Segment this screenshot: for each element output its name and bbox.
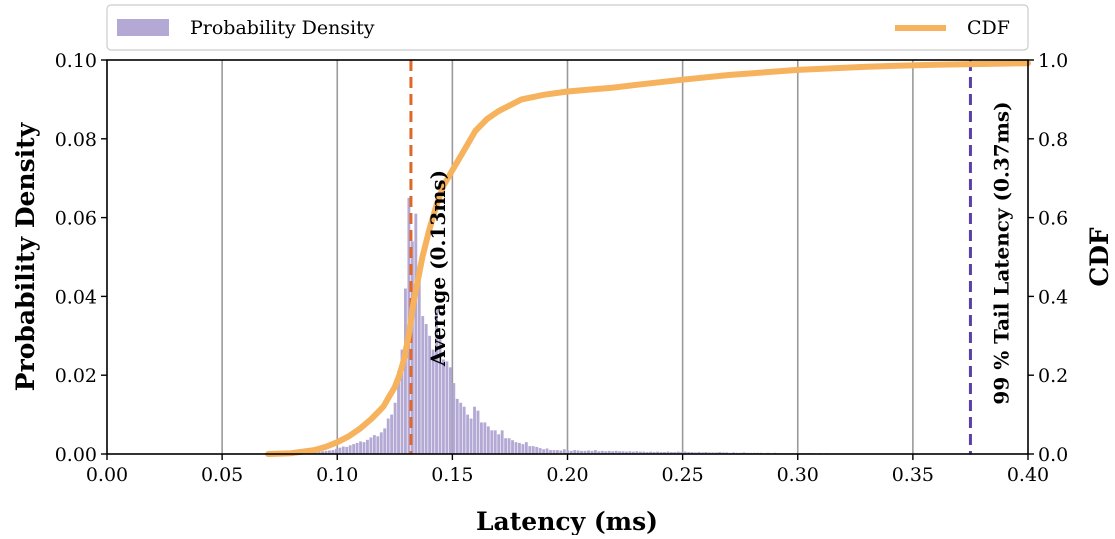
histogram-bar [532, 446, 535, 454]
histogram-bar [490, 430, 493, 454]
histogram-bar [338, 448, 341, 454]
y-axis-title: Probability Density [11, 121, 40, 391]
histogram-bar [390, 415, 393, 454]
x-tick-label: 0.15 [431, 464, 473, 486]
average-annotation: Average (0.13ms) [426, 170, 450, 367]
histogram-bar [521, 444, 524, 454]
x-tick-label: 0.05 [201, 464, 243, 486]
histogram-bar [373, 435, 376, 454]
histogram-bar [470, 419, 473, 454]
p99-annotation: 99 % Tail Latency (0.37ms) [989, 101, 1013, 404]
histogram-bar [497, 434, 500, 454]
x-tick-label: 0.30 [777, 464, 819, 486]
y-tick-label: 0.10 [55, 50, 97, 72]
histogram-bar [449, 367, 452, 454]
histogram-bar [363, 442, 366, 454]
histogram-bar [404, 289, 407, 454]
histogram-bar [483, 422, 486, 454]
y2-tick-label: 0.6 [1038, 208, 1068, 230]
histogram-bar [546, 448, 549, 454]
histogram-bar [414, 214, 417, 454]
histogram-bar [477, 411, 480, 454]
legend-density-label: Probability Density [190, 17, 375, 39]
y2-tick-label: 0.4 [1038, 286, 1068, 308]
histogram-bar [376, 436, 379, 454]
y-tick-label: 0.04 [55, 286, 97, 308]
x-axis-title: Latency (ms) [476, 507, 658, 535]
histogram-bar [463, 407, 466, 454]
histogram-bar [452, 383, 455, 454]
histogram-bar [383, 428, 386, 454]
y2-tick-label: 1.0 [1038, 50, 1068, 72]
grid-layer [222, 60, 913, 454]
histogram-bar [501, 430, 504, 454]
cdf-line [268, 63, 1028, 454]
histogram-bar [445, 361, 448, 454]
y-tick-label: 0.08 [55, 129, 97, 151]
histogram-bar [515, 442, 518, 454]
annotations-layer: Average (0.13ms) 99 % Tail Latency (0.37m… [426, 101, 1014, 404]
histogram-bar [342, 447, 345, 454]
x-tick-label: 0.25 [661, 464, 703, 486]
cdf-layer [268, 63, 1028, 454]
histogram-bar [387, 419, 390, 454]
legend: Probability Density CDF [107, 5, 1028, 50]
histogram-bar [504, 438, 507, 454]
x-tick-label: 0.40 [1007, 464, 1049, 486]
histogram-bar [394, 403, 397, 454]
histogram-bar [345, 447, 348, 454]
histogram-bar [366, 440, 369, 454]
x-tick-label: 0.10 [316, 464, 358, 486]
histogram-bar [473, 407, 476, 454]
x-tick-label: 0.20 [546, 464, 588, 486]
histogram-bar [535, 447, 538, 454]
histogram-bar [525, 442, 528, 454]
histogram-bar [418, 275, 421, 454]
y2-tick-label: 0.0 [1038, 444, 1068, 466]
histogram-bar [511, 440, 514, 454]
histogram-bar [352, 444, 355, 454]
x-tick-label: 0.35 [892, 464, 934, 486]
histogram-bar [359, 441, 362, 454]
y-tick-label: 0.00 [55, 444, 97, 466]
histogram-bar [456, 399, 459, 454]
histogram-bar [466, 415, 469, 454]
legend-density-swatch [117, 19, 169, 36]
y-tick-label: 0.02 [55, 365, 97, 387]
y-tick-label: 0.06 [55, 208, 97, 230]
histogram-bar [356, 443, 359, 454]
histogram-bar [369, 437, 372, 454]
histogram-bar [442, 359, 445, 454]
legend-cdf-label: CDF [967, 17, 1010, 39]
histogram-bar [494, 430, 497, 454]
marker-lines [411, 60, 971, 454]
histogram-bar [487, 426, 490, 454]
histogram-bar [459, 403, 462, 454]
y2-axis-title: CDF [1085, 227, 1114, 287]
x-tick-label: 0.00 [86, 464, 128, 486]
histogram-bar [528, 446, 531, 454]
histogram-bar [518, 443, 521, 454]
y2-tick-label: 0.2 [1038, 365, 1068, 387]
histogram-bar [508, 438, 511, 454]
histogram-bar [349, 445, 352, 454]
histogram-bar [480, 422, 483, 454]
histogram-bar [421, 316, 424, 454]
histogram-bar [539, 448, 542, 454]
histogram-bar [380, 432, 383, 454]
y2-tick-label: 0.8 [1038, 129, 1068, 151]
